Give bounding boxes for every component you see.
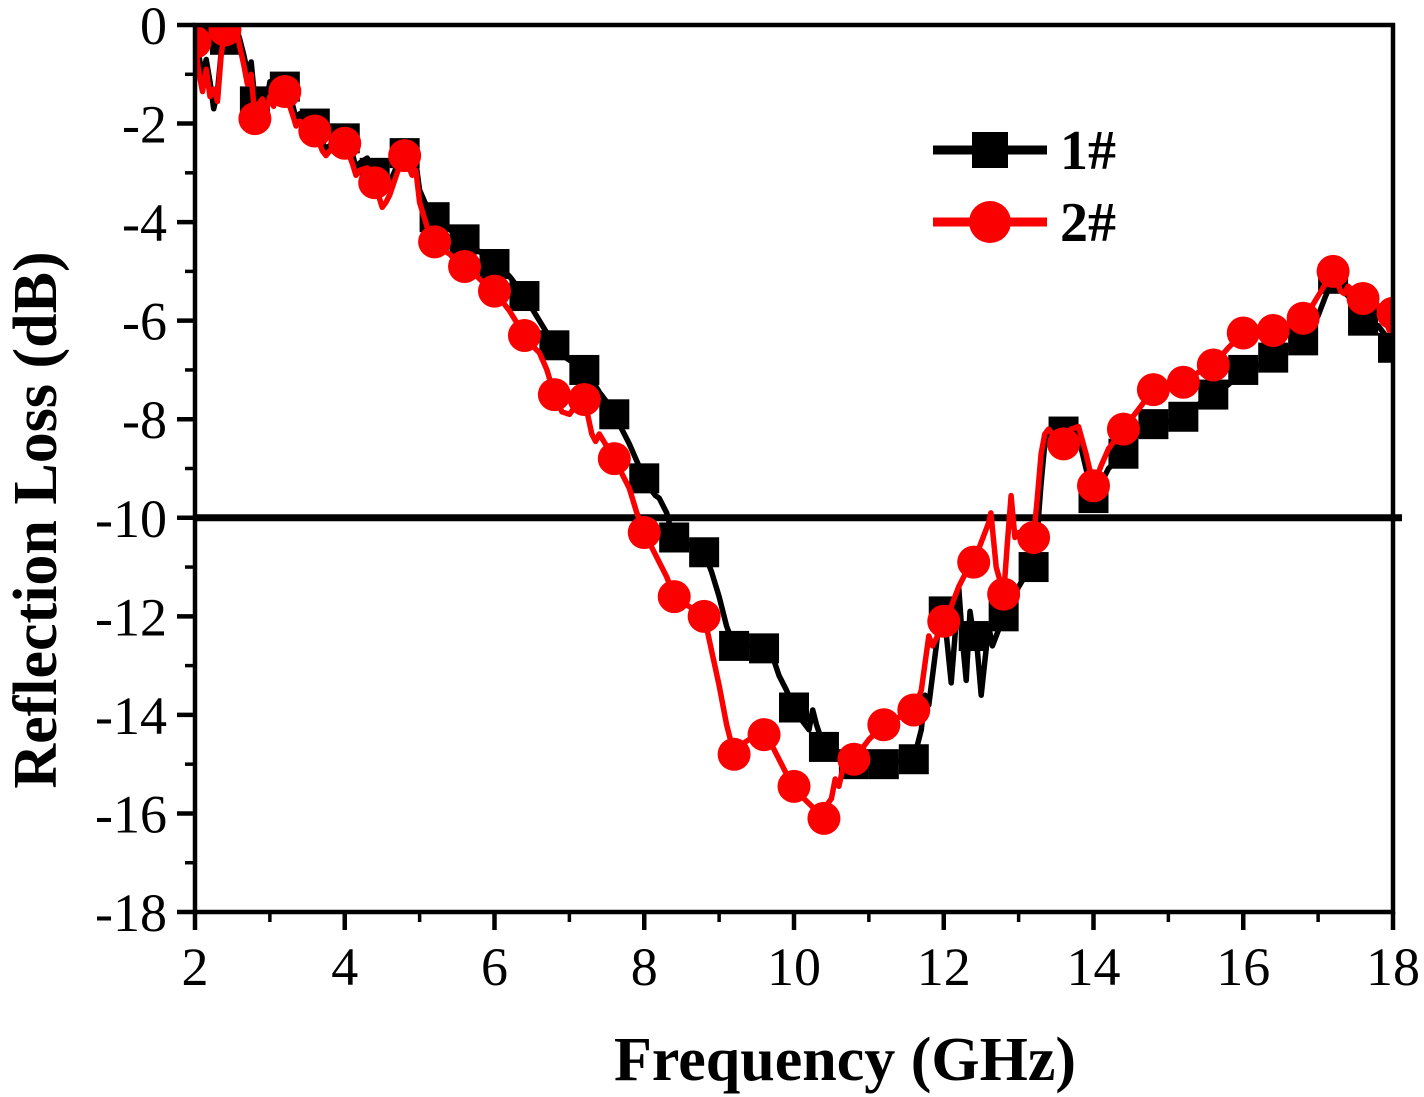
marker-square: [599, 399, 630, 430]
x-tick-label: 2: [182, 937, 209, 997]
legend-square-marker: [972, 132, 1008, 168]
marker-square: [1198, 379, 1229, 410]
marker-circle: [657, 580, 691, 614]
series-layer: [195, 25, 1393, 835]
marker-circle: [717, 737, 751, 771]
marker-square: [898, 744, 929, 775]
series-2#: [195, 25, 1393, 835]
marker-circle: [957, 545, 991, 579]
y-tick-label: -12: [95, 587, 167, 647]
marker-circle: [1017, 520, 1051, 554]
marker-circle: [987, 577, 1021, 611]
marker-square: [779, 692, 809, 723]
marker-circle: [195, 25, 212, 59]
marker-circle: [807, 801, 841, 835]
marker-square: [659, 522, 690, 553]
marker-circle: [1136, 373, 1170, 407]
axis-tick-labels: 2 4 6 8 10 12 14 16 18 0 -2 -4 -6 -8 -10 -12 -14 -16 -18: [95, 0, 1420, 997]
marker-circle: [537, 378, 571, 412]
marker-circle: [1286, 301, 1320, 335]
marker-square: [569, 354, 600, 385]
legend-circle-marker: [969, 201, 1011, 243]
x-tick-label: 8: [631, 937, 658, 997]
marker-circle: [1376, 296, 1393, 330]
marker-circle: [328, 126, 362, 160]
x-tick-label: 16: [1216, 937, 1270, 997]
marker-circle: [627, 516, 661, 550]
marker-circle: [687, 599, 721, 633]
marker-square: [1378, 332, 1393, 363]
y-tick-label: 0: [140, 0, 167, 56]
legend-label-2: 2#: [1060, 192, 1116, 254]
y-tick-label: -14: [95, 686, 167, 746]
marker-circle: [448, 249, 482, 283]
marker-square: [1168, 401, 1199, 432]
x-axis-title: Frequency (GHz): [614, 1026, 1076, 1094]
x-tick-label: 14: [1067, 937, 1121, 997]
marker-square: [808, 731, 839, 762]
marker-square: [1258, 342, 1289, 373]
y-tick-label: -10: [95, 489, 167, 549]
marker-circle: [388, 139, 422, 173]
marker-circle: [238, 102, 272, 136]
marker-square: [539, 330, 570, 361]
y-tick-label: -8: [122, 390, 167, 450]
axis-ticks: [177, 22, 1396, 930]
marker-circle: [1166, 365, 1200, 399]
marker-circle: [837, 742, 871, 776]
marker-circle: [1316, 254, 1350, 288]
y-tick-label: -18: [95, 883, 167, 943]
x-tick-label: 12: [917, 937, 971, 997]
marker-square: [749, 633, 780, 664]
marker-square: [1018, 552, 1049, 583]
marker-circle: [867, 708, 901, 742]
marker-circle: [507, 318, 541, 352]
marker-square: [958, 621, 989, 652]
marker-square: [1138, 409, 1169, 440]
marker-square: [629, 463, 660, 494]
marker-circle: [298, 114, 332, 148]
marker-circle: [1196, 348, 1230, 382]
x-tick-label: 18: [1366, 937, 1420, 997]
marker-circle: [358, 166, 392, 200]
x-tick-label: 4: [331, 937, 358, 997]
marker-circle: [597, 442, 631, 476]
marker-square: [449, 224, 480, 255]
marker-circle: [1077, 469, 1110, 503]
y-tick-label: -2: [122, 95, 167, 155]
legend: 1# 2#: [933, 120, 1116, 254]
marker-circle: [777, 769, 811, 803]
marker-square: [719, 630, 750, 661]
marker-circle: [1106, 412, 1140, 446]
marker-square: [868, 749, 899, 780]
legend-label-1: 1#: [1060, 120, 1116, 182]
y-tick-label: -6: [122, 292, 167, 352]
marker-square: [1228, 354, 1259, 385]
marker-circle: [478, 274, 511, 308]
marker-square: [509, 281, 540, 312]
y-tick-label: -16: [95, 784, 167, 844]
marker-circle: [268, 75, 302, 109]
marker-circle: [418, 225, 452, 259]
marker-circle: [897, 693, 931, 727]
marker-circle: [1226, 316, 1260, 350]
legend-entry-2: 2#: [933, 192, 1116, 254]
marker-square: [689, 537, 720, 568]
x-tick-label: 10: [767, 937, 821, 997]
marker-circle: [747, 718, 781, 752]
legend-entry-1: 1#: [933, 120, 1116, 182]
y-axis-title: Reflection Loss (dB): [2, 251, 70, 788]
marker-circle: [927, 604, 961, 638]
marker-circle: [1346, 281, 1380, 315]
x-tick-label: 6: [481, 937, 508, 997]
marker-circle: [208, 25, 242, 47]
y-tick-label: -4: [122, 193, 167, 253]
marker-circle: [567, 383, 601, 417]
marker-circle: [1256, 314, 1290, 348]
marker-square: [479, 248, 510, 279]
marker-circle: [1047, 427, 1081, 461]
